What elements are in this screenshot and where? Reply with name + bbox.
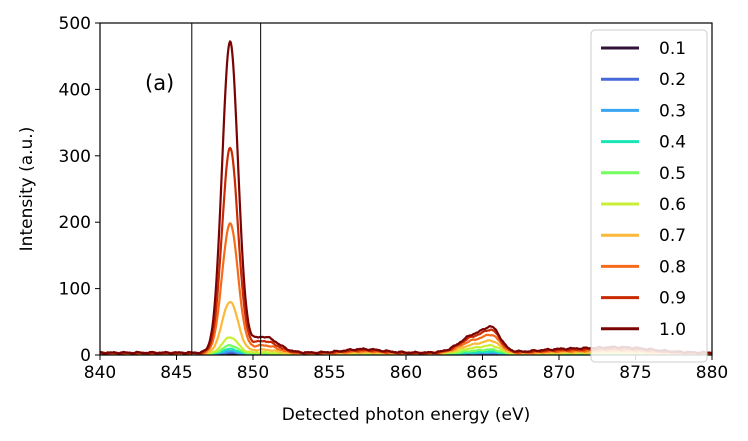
- y-tick-label: 100: [59, 280, 91, 300]
- x-tick-label: 860: [390, 363, 422, 383]
- x-tick-label: 855: [313, 363, 345, 383]
- x-tick-label: 865: [466, 363, 498, 383]
- legend: 0.1 0.2 0.3 0.4 0.5 0.6 0.7 0.8 0.9 1.0: [590, 29, 708, 363]
- y-axis-ticks: 0 100 200 300 400 500: [59, 14, 100, 366]
- x-axis-label: Detected photon energy (eV): [282, 405, 531, 425]
- vertical-markers: [191, 23, 262, 355]
- legend-label-0.6: 0.6: [659, 195, 686, 215]
- x-tick-label: 850: [237, 363, 269, 383]
- legend-label-0.9: 0.9: [659, 289, 686, 309]
- legend-label-0.8: 0.8: [659, 257, 686, 277]
- legend-label-0.2: 0.2: [659, 70, 686, 90]
- x-tick-label: 870: [543, 363, 575, 383]
- legend-label-0.5: 0.5: [659, 164, 686, 184]
- x-tick-label: 875: [619, 363, 651, 383]
- legend-label-0.7: 0.7: [659, 226, 686, 246]
- x-tick-label: 880: [696, 363, 728, 383]
- legend-label-0.4: 0.4: [659, 133, 686, 153]
- legend-box: [590, 29, 708, 363]
- y-tick-label: 0: [80, 346, 91, 366]
- y-tick-label: 500: [59, 14, 91, 34]
- legend-label-0.3: 0.3: [659, 101, 686, 121]
- x-tick-label: 840: [84, 363, 116, 383]
- x-axis-ticks: 840 845 850 855 860 865 870 875 880: [84, 355, 728, 383]
- y-axis-label: Intensity (a.u.): [17, 127, 37, 252]
- x-tick-label: 845: [160, 363, 192, 383]
- y-tick-label: 200: [59, 213, 91, 233]
- legend-label-0.1: 0.1: [659, 39, 686, 59]
- legend-label-1.0: 1.0: [659, 320, 686, 340]
- panel-label: (a): [145, 71, 174, 95]
- y-tick-label: 300: [59, 147, 91, 167]
- y-tick-label: 400: [59, 80, 91, 100]
